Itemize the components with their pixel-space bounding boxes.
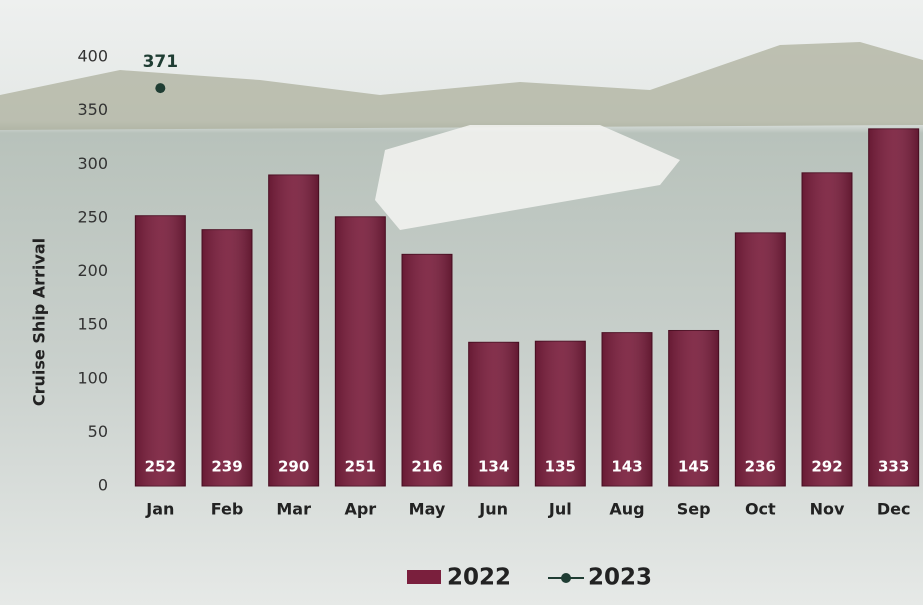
value-label: 239 [211, 458, 242, 476]
x-tick-label: Aug [609, 500, 644, 519]
bar-shade [802, 172, 852, 486]
value-label: 371 [143, 52, 179, 72]
value-label: 290 [278, 458, 309, 476]
y-tick-label: 250 [77, 207, 108, 226]
point [155, 83, 166, 94]
value-label: 143 [611, 458, 642, 476]
bar-shade [535, 341, 586, 486]
value-label: 333 [878, 458, 909, 476]
x-tick-label: Feb [211, 500, 244, 519]
legend-marker [561, 573, 571, 583]
x-tick-label: Apr [344, 500, 376, 519]
value-label: 236 [745, 458, 776, 476]
bar-shade [668, 330, 719, 486]
value-label: 251 [345, 458, 376, 476]
x-tick-label: Dec [877, 500, 911, 519]
bar-shade [468, 342, 519, 486]
bar-shade [602, 332, 652, 486]
y-tick-label: 200 [77, 261, 108, 280]
value-label: 216 [411, 458, 442, 476]
value-label: 145 [678, 458, 709, 476]
bar-shade [402, 254, 452, 486]
legend-swatch [407, 570, 441, 584]
y-tick-label: 150 [77, 315, 108, 334]
y-tick-label: 0 [98, 476, 108, 495]
y-tick-label: 350 [77, 100, 108, 119]
y-axis-label: Cruise Ship Arrival [30, 238, 49, 406]
mountains [0, 42, 923, 130]
legend-label: 2023 [588, 565, 652, 591]
bar-shade [135, 215, 186, 487]
x-tick-label: Nov [810, 500, 845, 519]
value-label: 252 [145, 458, 176, 476]
x-tick-label: Jul [548, 500, 572, 519]
legend-label: 2022 [447, 565, 511, 591]
y-tick-label: 50 [88, 422, 108, 441]
bar-shade [268, 174, 319, 486]
x-tick-label: Mar [276, 500, 311, 519]
x-tick-label: Oct [745, 500, 776, 519]
bar-shade [735, 232, 786, 486]
x-tick-label: Jan [145, 500, 174, 519]
x-tick-label: May [409, 500, 446, 519]
y-tick-label: 400 [77, 47, 108, 66]
x-tick-label: Sep [677, 500, 711, 519]
value-label: 292 [811, 458, 842, 476]
value-label: 134 [478, 458, 509, 476]
y-tick-label: 300 [77, 154, 108, 173]
ship [375, 125, 680, 230]
y-tick-label: 100 [77, 368, 108, 387]
value-label: 135 [545, 458, 576, 476]
bar-shade [202, 229, 252, 487]
x-tick-label: Jun [478, 500, 508, 519]
bar-shade [335, 216, 386, 487]
bar-shade [868, 128, 919, 487]
